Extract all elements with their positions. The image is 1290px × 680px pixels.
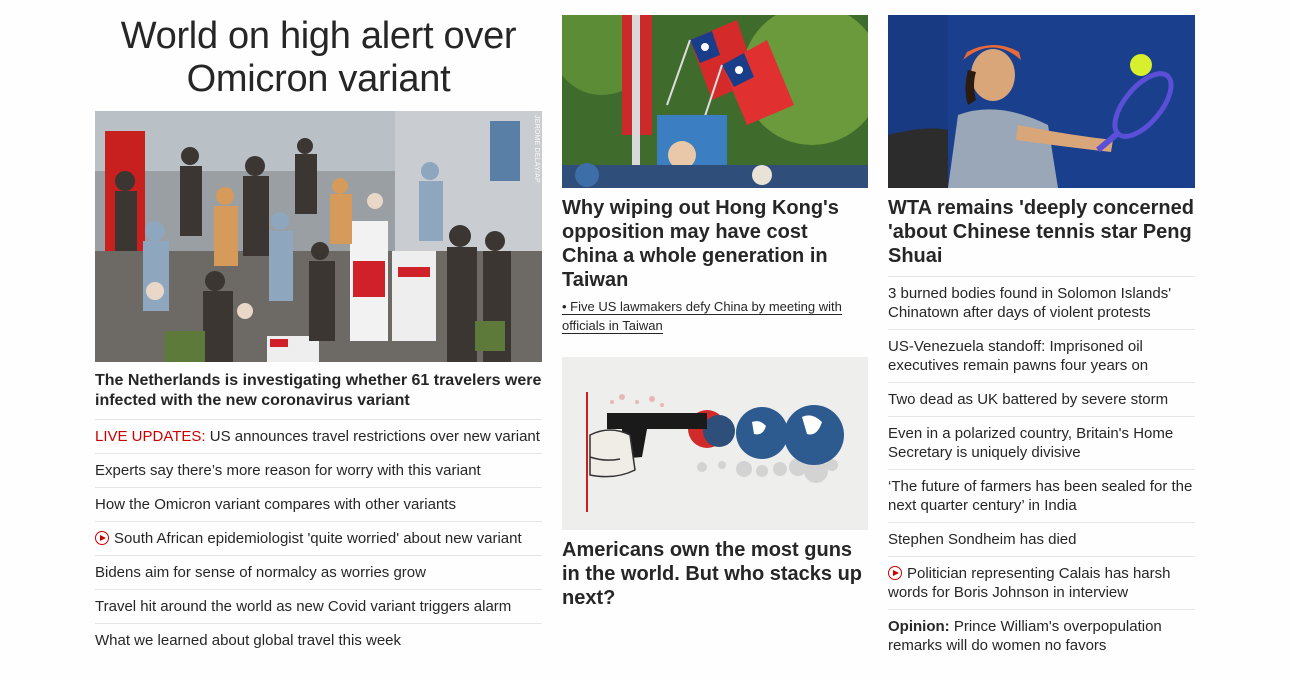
list-item[interactable]: Two dead as UK battered by severe storm — [888, 383, 1195, 417]
list-item[interactable]: How the Omicron variant compares with ot… — [95, 488, 542, 522]
taiwan-flags-image[interactable] — [562, 15, 868, 188]
list-item[interactable]: Bidens aim for sense of normalcy as worr… — [95, 556, 542, 590]
list-item[interactable]: Opinion: Prince William's overpopulation… — [888, 618, 1162, 654]
live-updates-label: LIVE UPDATES: — [95, 428, 206, 445]
list-item[interactable]: South African epidemiologist 'quite worr… — [95, 522, 542, 556]
opinion-label: Opinion: — [888, 618, 950, 635]
video-play-icon — [95, 531, 109, 545]
list-item[interactable]: What we learned about global travel this… — [95, 632, 402, 649]
photo-credit: JEROME DELAY/AP — [533, 115, 540, 183]
right-links-list: 3 burned bodies found in Solomon Islands… — [888, 277, 1195, 662]
related-bullet-link[interactable]: • Five US lawmakers defy China by meetin… — [562, 299, 842, 334]
tennis-player-image[interactable] — [888, 15, 1195, 188]
middle-column: Why wiping out Hong Kong's opposition ma… — [562, 15, 868, 610]
guns-story-headline[interactable]: Americans own the most guns in the world… — [562, 539, 863, 609]
right-column: WTA remains 'deeply concerned 'about Chi… — [888, 15, 1195, 662]
list-item[interactable]: Stephen Sondheim has died — [888, 523, 1195, 557]
list-item[interactable]: 3 burned bodies found in Solomon Islands… — [888, 277, 1195, 330]
list-item[interactable]: LIVE UPDATES: US announces travel restri… — [95, 420, 542, 454]
related-links-list: LIVE UPDATES: US announces travel restri… — [95, 420, 542, 657]
peng-shuai-story-headline[interactable]: WTA remains 'deeply concerned 'about Chi… — [888, 188, 1195, 277]
list-item[interactable]: Politician representing Calais has harsh… — [888, 557, 1195, 610]
guns-illustration-image[interactable] — [562, 357, 868, 530]
list-item[interactable]: Travel hit around the world as new Covid… — [95, 590, 542, 624]
airport-crowd-image — [95, 111, 542, 362]
list-item[interactable]: US-Venezuela standoff: Imprisoned oil ex… — [888, 330, 1195, 383]
list-item[interactable]: ‘The future of farmers has been sealed f… — [888, 470, 1195, 523]
list-item[interactable]: Experts say there’s more reason for worr… — [95, 454, 542, 488]
top-story-column: World on high alert over Omicron variant — [95, 15, 542, 657]
hero-image[interactable]: JEROME DELAY/AP — [95, 111, 542, 362]
hong-kong-story-headline[interactable]: Why wiping out Hong Kong's opposition ma… — [562, 197, 839, 291]
video-play-icon — [888, 566, 902, 580]
top-story-title[interactable]: World on high alert over Omicron variant — [120, 15, 517, 100]
list-item[interactable]: Even in a polarized country, Britain's H… — [888, 417, 1195, 470]
lead-story-link[interactable]: The Netherlands is investigating whether… — [95, 362, 542, 420]
